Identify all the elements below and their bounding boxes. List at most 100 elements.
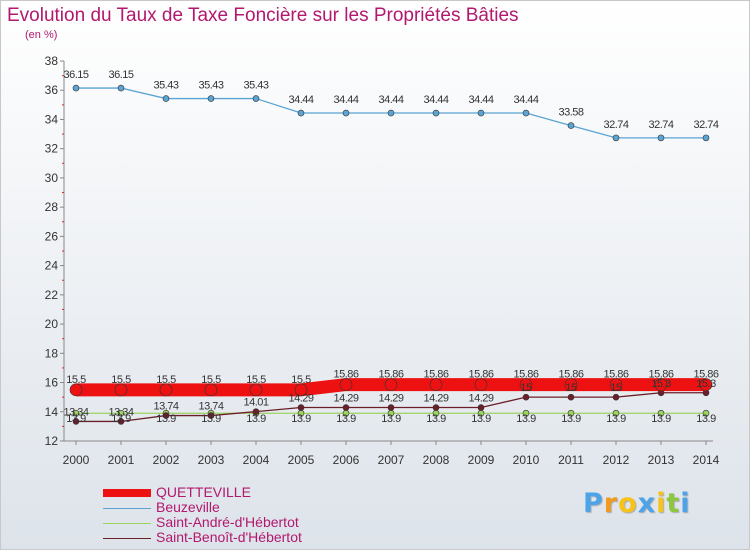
x-tick-label: 2006: [333, 453, 360, 467]
data-point-beuzeville: [657, 134, 665, 142]
data-label-saint-andre: 13.9: [66, 413, 86, 425]
data-point-quetteville: [609, 378, 623, 391]
data-point-beuzeville: [207, 95, 215, 102]
data-label-quetteville: 15.5: [111, 374, 131, 386]
data-point-saint-benoit: [342, 404, 350, 411]
data-point-saint-benoit: [612, 393, 620, 401]
logo-letter: t: [666, 488, 681, 519]
x-tick-label: 2011: [558, 453, 584, 467]
x-tick-label: 2005: [288, 453, 315, 467]
data-point-quetteville: [654, 378, 668, 391]
data-label-saint-andre: 13.9: [381, 413, 401, 425]
unit-label: (en %): [25, 29, 58, 41]
data-point-quetteville: [429, 378, 443, 391]
legend-label-beuzeville: Beuzeville: [156, 499, 220, 515]
y-tick-label: 30: [45, 171, 59, 185]
data-point-quetteville: [339, 378, 353, 391]
data-label-quetteville: 15.5: [201, 374, 221, 386]
data-label-saint-benoit: 14.29: [468, 393, 493, 405]
data-point-beuzeville: [612, 134, 620, 142]
data-point-saint-benoit: [387, 404, 395, 411]
logo-letter: r: [603, 488, 619, 519]
data-label-beuzeville: 36.15: [108, 69, 133, 81]
data-label-beuzeville: 32.74: [603, 119, 628, 131]
data-label-saint-andre: 13.9: [201, 413, 221, 425]
y-tick-label: 20: [45, 317, 59, 331]
data-label-saint-benoit: 14.29: [378, 393, 403, 405]
data-label-quetteville: 15.86: [603, 369, 628, 381]
data-label-beuzeville: 32.74: [648, 119, 673, 131]
data-point-quetteville: [384, 378, 398, 391]
data-point-saint-benoit: [72, 418, 80, 425]
x-tick-label: 2000: [63, 453, 90, 467]
data-label-saint-andre: 13.9: [111, 413, 131, 425]
data-label-saint-benoit: 14.29: [288, 393, 313, 405]
data-point-beuzeville: [387, 109, 395, 117]
logo-letter: P: [583, 488, 604, 519]
data-label-saint-benoit: 14.29: [333, 393, 358, 405]
y-tick-label: 36: [45, 83, 59, 97]
data-point-beuzeville: [297, 109, 305, 117]
data-label-saint-andre: 13.9: [651, 413, 671, 425]
chart-title: Evolution du Taux de Taxe Foncière sur l…: [7, 5, 519, 26]
y-tick-label: 26: [45, 229, 59, 243]
data-label-saint-andre: 13.9: [246, 413, 266, 425]
data-point-saint-benoit: [117, 418, 125, 425]
logo-letter: i: [680, 488, 691, 519]
legend-label-quetteville: QUETTEVILLE: [156, 484, 251, 500]
y-tick-label: 12: [45, 434, 59, 448]
y-tick-label: 38: [45, 54, 59, 68]
legend-label-saint-benoit: Saint-Benoît-d'Hébertot: [156, 529, 302, 545]
data-point-saint-andre: [522, 409, 530, 417]
data-label-saint-benoit: 13.34: [63, 406, 88, 418]
data-point-quetteville: [69, 383, 83, 397]
data-label-saint-benoit: 14.01: [243, 397, 268, 409]
data-point-saint-andre: [657, 409, 665, 417]
data-label-quetteville: 15.5: [156, 374, 176, 386]
data-point-saint-benoit: [522, 393, 530, 401]
legend-swatch-saint-benoit: [103, 537, 151, 539]
data-label-quetteville: 15.86: [513, 369, 538, 381]
legend-swatch-beuzeville: [103, 507, 151, 509]
data-label-saint-andre: 13.9: [291, 413, 311, 425]
data-point-quetteville: [564, 378, 578, 391]
data-point-saint-benoit: [162, 412, 170, 419]
legend-label-saint-andre: Saint-André-d'Hébertot: [156, 514, 299, 530]
y-tick-label: 24: [45, 259, 59, 273]
data-label-quetteville: 15.5: [291, 374, 311, 386]
logo-letter: o: [618, 488, 638, 519]
data-point-quetteville: [474, 378, 488, 391]
data-label-beuzeville: 34.44: [288, 94, 313, 106]
data-label-beuzeville: 36.15: [63, 69, 88, 81]
legend-swatch-quetteville: [103, 489, 151, 497]
x-tick-label: 2003: [198, 453, 225, 467]
x-tick-label: 2004: [243, 453, 270, 467]
data-label-saint-benoit: 15.3: [696, 378, 716, 390]
x-tick-label: 2009: [468, 453, 495, 467]
data-label-quetteville: 15.86: [468, 369, 493, 381]
data-label-beuzeville: 34.44: [378, 94, 403, 106]
proxiti-logo: Proxiti: [583, 488, 691, 519]
data-label-saint-benoit: 13.74: [153, 401, 178, 413]
data-label-quetteville: 15.86: [333, 369, 358, 381]
data-label-quetteville: 15.86: [558, 369, 583, 381]
data-label-saint-andre: 13.9: [696, 413, 716, 425]
legend-swatch-saint-andre: [103, 522, 151, 524]
data-point-quetteville: [699, 378, 713, 391]
data-point-beuzeville: [117, 84, 125, 92]
data-label-beuzeville: 34.44: [513, 94, 538, 106]
y-tick-label: 14: [45, 405, 59, 419]
data-label-quetteville: 15.86: [378, 369, 403, 381]
data-point-saint-andre: [117, 409, 125, 417]
data-point-beuzeville: [162, 95, 170, 102]
x-tick-label: 2014: [693, 453, 720, 467]
data-point-beuzeville: [72, 84, 80, 92]
y-tick-label: 22: [45, 288, 59, 302]
y-tick-label: 16: [45, 376, 59, 390]
data-point-beuzeville: [522, 109, 530, 117]
data-point-saint-benoit: [477, 404, 485, 411]
data-label-beuzeville: 34.44: [333, 94, 358, 106]
data-point-saint-benoit: [432, 404, 440, 411]
data-label-saint-andre: 13.9: [606, 413, 626, 425]
